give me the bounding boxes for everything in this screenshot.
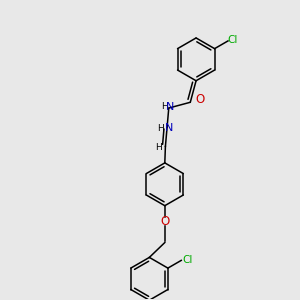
- Text: Cl: Cl: [182, 255, 192, 266]
- Text: O: O: [160, 214, 170, 228]
- Text: H: H: [157, 124, 164, 133]
- Text: O: O: [195, 93, 204, 106]
- Text: Cl: Cl: [228, 35, 238, 45]
- Text: H: H: [160, 102, 167, 111]
- Text: H: H: [155, 142, 162, 152]
- Text: N: N: [167, 102, 175, 112]
- Text: N: N: [165, 124, 173, 134]
